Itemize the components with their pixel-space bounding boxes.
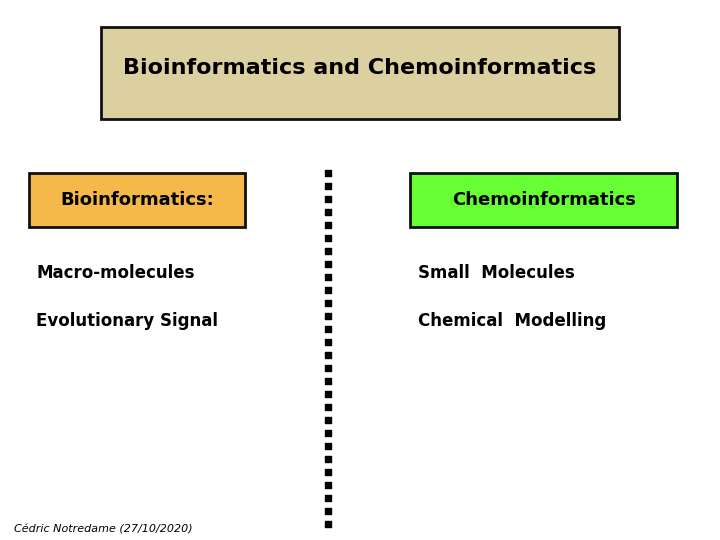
- Text: Small  Molecules: Small Molecules: [418, 264, 575, 282]
- FancyBboxPatch shape: [101, 27, 619, 119]
- Point: [322, 233, 333, 242]
- Text: Macro-molecules: Macro-molecules: [36, 264, 194, 282]
- Point: [322, 338, 333, 346]
- Point: [322, 519, 333, 528]
- Point: [322, 286, 333, 294]
- Point: [322, 481, 333, 489]
- Point: [322, 455, 333, 463]
- Point: [322, 389, 333, 398]
- FancyBboxPatch shape: [410, 173, 677, 227]
- Point: [322, 260, 333, 268]
- Point: [322, 299, 333, 307]
- Point: [322, 246, 333, 255]
- Point: [322, 442, 333, 450]
- Point: [322, 350, 333, 359]
- Text: Bioinformatics:: Bioinformatics:: [60, 191, 214, 209]
- Point: [322, 415, 333, 424]
- Point: [322, 402, 333, 411]
- Point: [322, 494, 333, 502]
- Text: Bioinformatics and Chemoinformatics: Bioinformatics and Chemoinformatics: [123, 58, 597, 78]
- Point: [322, 220, 333, 229]
- Text: Evolutionary Signal: Evolutionary Signal: [36, 312, 218, 330]
- Point: [322, 312, 333, 320]
- Point: [322, 507, 333, 515]
- Point: [322, 363, 333, 372]
- Point: [322, 273, 333, 281]
- Point: [322, 207, 333, 216]
- Text: Cédric Notredame (27/10/2020): Cédric Notredame (27/10/2020): [14, 524, 193, 535]
- Point: [322, 468, 333, 476]
- Point: [322, 428, 333, 437]
- Point: [322, 325, 333, 333]
- Point: [322, 376, 333, 385]
- Point: [322, 194, 333, 203]
- Text: Chemical  Modelling: Chemical Modelling: [418, 312, 606, 330]
- Point: [322, 168, 333, 177]
- FancyBboxPatch shape: [29, 173, 245, 227]
- Text: Chemoinformatics: Chemoinformatics: [451, 191, 636, 209]
- Point: [322, 181, 333, 190]
